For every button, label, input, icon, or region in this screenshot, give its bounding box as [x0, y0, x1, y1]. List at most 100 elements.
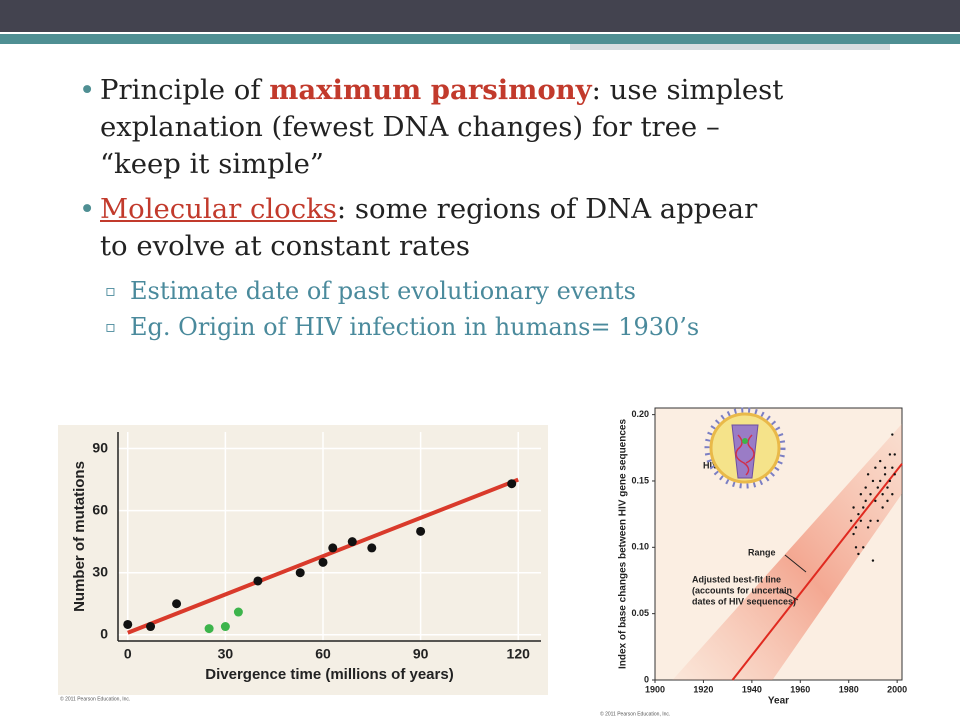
annotation: dates of HIV sequences) — [692, 596, 796, 606]
y-tick-label: 60 — [92, 501, 108, 517]
point — [864, 486, 867, 489]
point — [879, 479, 882, 483]
text: “keep it simple” — [100, 148, 324, 180]
text: Principle of — [100, 74, 270, 106]
x-tick-label: 1900 — [645, 684, 665, 694]
copyright: © 2011 Pearson Education, Inc. — [60, 695, 130, 702]
x-tick-label: 90 — [413, 646, 429, 662]
point — [879, 459, 882, 463]
y-tick-label: 0.20 — [631, 409, 649, 419]
point — [507, 479, 517, 489]
range-band — [672, 423, 902, 680]
y-axis-label: Index of base changes between HIV gene s… — [618, 419, 629, 670]
point — [123, 619, 133, 629]
y-tick-label: 0 — [100, 625, 108, 641]
x-tick-label: 1960 — [790, 684, 810, 694]
point — [328, 543, 338, 553]
text: : some regions of DNA appear — [336, 193, 758, 225]
fit-line — [731, 463, 903, 681]
point — [866, 473, 870, 476]
point — [852, 532, 855, 536]
x-tick-label: 2000 — [887, 684, 907, 694]
term: maximum parsimony — [269, 74, 592, 106]
point — [857, 552, 860, 556]
x-tick-label: 60 — [315, 646, 331, 662]
term: Molecular clocks — [100, 193, 337, 225]
x-tick-label: 1980 — [839, 684, 859, 694]
point — [233, 607, 243, 617]
point — [347, 537, 357, 547]
point — [367, 543, 377, 553]
point — [893, 453, 896, 456]
plot-frame — [654, 407, 903, 681]
point — [871, 559, 875, 562]
point — [871, 479, 875, 483]
y-axis-label: Number of mutations — [71, 461, 88, 612]
point — [859, 493, 863, 496]
y-tick-label: 0.05 — [631, 608, 649, 618]
point — [874, 466, 877, 469]
y-tick-label: 90 — [92, 439, 108, 455]
point — [854, 546, 858, 549]
leader — [779, 589, 799, 601]
x-tick-label: 1920 — [693, 684, 713, 694]
point — [849, 519, 853, 522]
header-stripe — [0, 34, 960, 44]
point — [866, 526, 870, 529]
point — [869, 519, 872, 522]
point — [857, 512, 860, 516]
x-axis-label: Year — [768, 696, 789, 707]
sub-bullet: Eg. Origin of HIV infection in humans= 1… — [75, 309, 935, 345]
point — [295, 568, 305, 578]
hiv-icon — [704, 407, 786, 489]
header-line — [570, 44, 890, 50]
copyright: © 2011 Pearson Education, Inc. — [600, 710, 670, 717]
fit-line — [127, 477, 519, 635]
point — [888, 479, 892, 483]
icon-part — [735, 434, 755, 476]
point — [172, 599, 182, 609]
point — [891, 433, 894, 436]
y-tick-label: 0.10 — [631, 542, 649, 552]
point — [862, 506, 865, 509]
point — [881, 493, 884, 496]
point — [893, 473, 896, 476]
annotation: (accounts for uncertain — [692, 585, 792, 595]
point — [416, 526, 426, 536]
icon-part — [731, 424, 759, 479]
point — [318, 557, 328, 567]
point — [869, 493, 872, 496]
header-bar — [0, 0, 960, 32]
point — [886, 486, 889, 489]
x-tick-label: 1940 — [742, 684, 762, 694]
y-tick-label: 0 — [644, 674, 649, 684]
point — [891, 493, 894, 496]
text: to evolve at constant rates — [100, 230, 470, 262]
x-tick-label: 120 — [507, 646, 531, 662]
icon-part — [742, 438, 748, 444]
annotation: HIV — [703, 460, 718, 470]
text: : use simplest — [591, 74, 784, 106]
point — [859, 519, 863, 522]
point — [852, 506, 855, 509]
point — [876, 519, 879, 522]
point — [220, 622, 230, 632]
point — [881, 506, 884, 509]
point — [886, 499, 889, 503]
icon-part — [704, 407, 786, 489]
bullet: Molecular clocks: some regions of DNA ap… — [75, 191, 935, 265]
point — [146, 622, 156, 632]
y-tick-label: 0.15 — [631, 475, 649, 485]
point — [253, 576, 263, 586]
point — [891, 466, 894, 469]
annotation: Adjusted best-fit line — [692, 574, 781, 584]
x-axis-label: Divergence time (millions of years) — [205, 666, 453, 683]
point — [883, 466, 887, 469]
point — [204, 624, 214, 634]
y-tick-label: 30 — [92, 563, 108, 579]
leader — [784, 554, 807, 573]
point — [864, 499, 867, 503]
point — [874, 499, 877, 503]
